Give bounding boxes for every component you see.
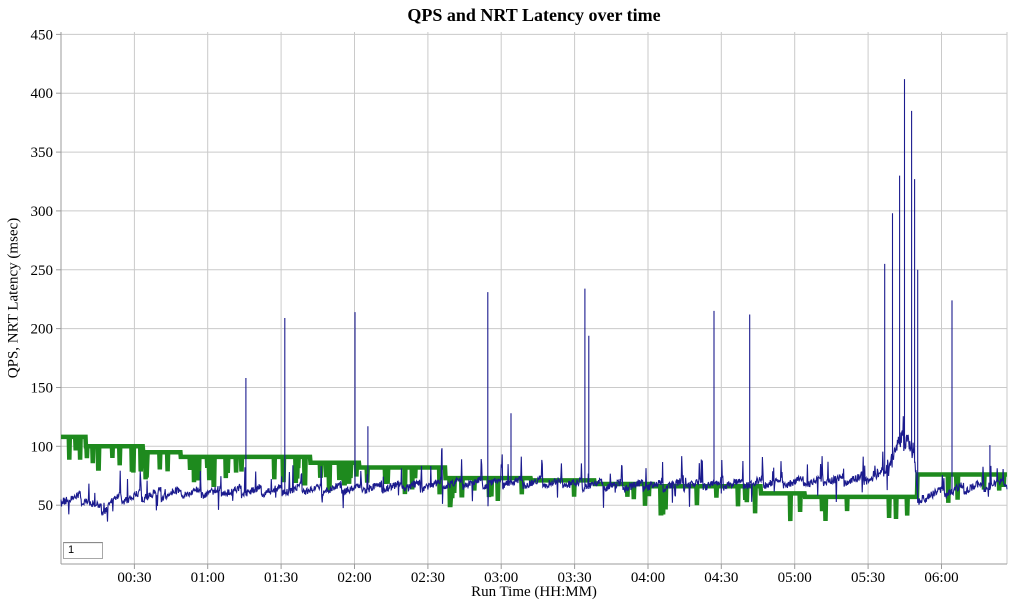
x-tick-label: 03:30: [558, 570, 592, 586]
chart-title: QPS and NRT Latency over time: [407, 5, 661, 25]
y-tick-label: 350: [31, 145, 54, 161]
x-tick-label: 06:00: [924, 570, 958, 586]
qps-series-line: [61, 434, 1007, 522]
page-number: 1: [68, 544, 75, 556]
page-number-box[interactable]: 1: [63, 542, 103, 559]
x-tick-label: 03:00: [484, 570, 518, 586]
y-axis-title: QPS, NRT Latency (msec): [5, 217, 22, 379]
x-tick-label: 02:00: [337, 570, 371, 586]
y-tick-label: 450: [31, 27, 54, 43]
y-tick-label: 50: [38, 498, 53, 514]
x-tick-label: 02:30: [411, 570, 445, 586]
y-tick-label: 250: [31, 263, 54, 279]
x-tick-label: 01:00: [191, 570, 225, 586]
y-tick-label: 150: [31, 381, 54, 397]
x-tick-label: 05:30: [851, 570, 885, 586]
x-tick-label: 04:30: [704, 570, 738, 586]
y-tick-label: 400: [31, 86, 54, 102]
latency-series-line: [60, 79, 1008, 522]
x-tick-label: 00:30: [117, 570, 151, 586]
y-tick-label: 200: [31, 322, 54, 338]
y-tick-label: 300: [31, 204, 54, 220]
x-tick-label: 04:00: [631, 570, 665, 586]
x-axis-title: Run Time (HH:MM): [471, 584, 597, 600]
x-tick-label: 05:00: [778, 570, 812, 586]
y-tick-label: 100: [31, 439, 54, 455]
x-tick-label: 01:30: [264, 570, 298, 586]
